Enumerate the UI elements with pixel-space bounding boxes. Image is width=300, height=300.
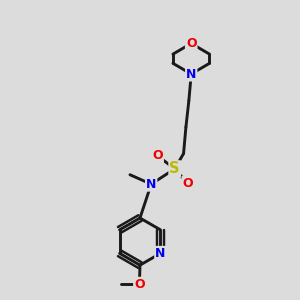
Text: O: O (186, 37, 196, 50)
Text: O: O (182, 177, 193, 190)
Text: O: O (134, 278, 145, 291)
Text: N: N (146, 178, 156, 191)
Text: N: N (155, 247, 166, 260)
Text: S: S (169, 161, 180, 176)
Text: N: N (186, 68, 196, 80)
Text: O: O (152, 149, 163, 162)
